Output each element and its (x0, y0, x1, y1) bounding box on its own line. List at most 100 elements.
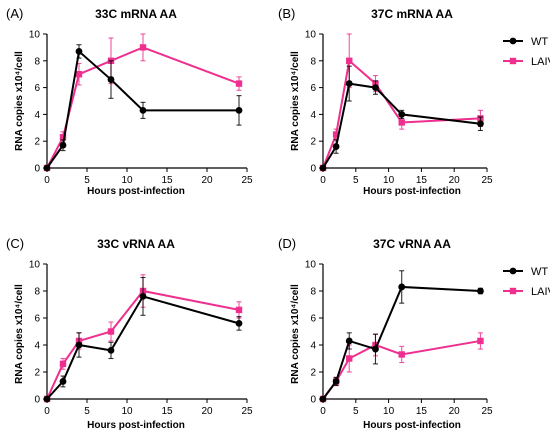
y-tick-label: 8 (310, 287, 316, 298)
y-axis-label: RNA copies x10⁴/cell (14, 284, 25, 384)
y-tick-label: 10 (305, 30, 317, 41)
data-point-wt (477, 120, 484, 128)
series-wt (43, 44, 243, 172)
legend: WT LAIV (503, 36, 550, 68)
chart-panel-c: (C) 33C vRNA AA Hours post-infection RNA… (6, 236, 253, 431)
legend-marker (509, 57, 517, 65)
chart-panel-b: (B) 37C mRNA AA Hours post-infection RNA… (278, 6, 550, 197)
x-tick-label: 0 (320, 175, 326, 186)
data-point-wt (43, 395, 51, 403)
series-wt (319, 65, 484, 172)
data-point-wt (107, 347, 115, 354)
x-tick-label: 15 (416, 406, 428, 417)
data-point-wt (372, 345, 379, 353)
x-tick-label: 20 (201, 175, 213, 186)
data-point-laiv (235, 306, 243, 314)
data-point-wt (345, 80, 353, 87)
legend-label: WT (531, 266, 548, 278)
data-point-wt (59, 378, 67, 385)
y-tick-label: 2 (34, 368, 40, 379)
y-tick-label: 4 (34, 341, 40, 352)
data-point-wt (372, 84, 379, 91)
x-axis-label: Hours post-infection (87, 186, 185, 197)
x-tick-label: 0 (44, 175, 50, 186)
data-point-wt (398, 111, 406, 118)
chart-panel-a: (A) 33C mRNA AA Hours post-infection RNA… (6, 6, 253, 197)
data-point-wt (235, 106, 243, 114)
data-point-wt (477, 287, 484, 295)
chart-panel-d: (D) 37C vRNA AA Hours post-infection RNA… (278, 236, 550, 431)
x-tick-label: 10 (383, 406, 395, 417)
y-tick-label: 4 (310, 341, 316, 352)
x-axis-label: Hours post-infection (87, 420, 185, 431)
data-point-laiv (59, 133, 67, 141)
x-tick-label: 15 (161, 175, 173, 186)
series-line-wt (322, 82, 481, 169)
x-tick-label: 20 (201, 406, 213, 417)
y-tick-label: 2 (310, 368, 316, 379)
x-axis-label: Hours post-infection (363, 420, 461, 431)
chart-title: 33C vRNA AA (97, 237, 175, 251)
y-axis-label: RNA copies x10⁴/cell (290, 51, 301, 151)
data-point-laiv (398, 351, 405, 358)
x-tick-label: 5 (84, 406, 90, 417)
data-point-laiv (332, 131, 340, 138)
data-point-wt (332, 143, 340, 150)
x-tick-label: 5 (353, 175, 359, 186)
x-tick-label: 25 (241, 406, 253, 417)
panel-label: (C) (6, 236, 24, 251)
y-tick-label: 0 (34, 395, 40, 406)
series-line-laiv (46, 46, 240, 169)
panel-label: (B) (278, 6, 295, 21)
series-laiv (319, 332, 484, 403)
data-point-wt (139, 106, 147, 114)
y-tick-label: 6 (34, 314, 40, 325)
data-point-wt (75, 48, 83, 55)
data-point-wt (75, 341, 83, 349)
data-point-wt (398, 283, 406, 291)
data-point-laiv (139, 44, 147, 51)
x-tick-label: 25 (241, 175, 253, 186)
data-point-laiv (59, 360, 67, 368)
legend-label: LAIV (531, 286, 550, 298)
y-tick-label: 0 (34, 164, 40, 175)
x-tick-label: 5 (84, 175, 90, 186)
x-tick-label: 20 (449, 175, 461, 186)
data-point-wt (345, 337, 353, 345)
series-line-wt (46, 295, 240, 400)
x-tick-label: 10 (383, 175, 395, 186)
y-tick-label: 10 (29, 260, 41, 271)
data-point-laiv (398, 119, 405, 126)
y-tick-label: 6 (310, 83, 316, 94)
data-point-laiv (75, 71, 83, 78)
y-tick-label: 6 (310, 314, 316, 325)
chart-title: 33C mRNA AA (95, 7, 177, 21)
y-tick-label: 4 (310, 110, 316, 121)
data-point-laiv (346, 355, 353, 362)
y-tick-label: 2 (310, 137, 316, 148)
x-tick-label: 25 (481, 406, 493, 417)
legend-label: WT (531, 36, 548, 48)
y-tick-label: 0 (310, 395, 316, 406)
x-tick-label: 10 (121, 175, 133, 186)
series-line-wt (322, 285, 481, 400)
y-tick-label: 0 (310, 164, 316, 175)
y-tick-label: 8 (34, 287, 40, 298)
legend: WT LAIV (503, 266, 550, 298)
data-point-wt (139, 293, 147, 300)
series-wt (43, 276, 243, 403)
series-line-wt (46, 49, 239, 169)
y-tick-label: 8 (310, 56, 316, 67)
y-axis-label: RNA copies x10⁴/cell (290, 284, 301, 384)
y-tick-label: 2 (34, 137, 40, 148)
x-tick-label: 20 (449, 406, 461, 417)
data-point-laiv (346, 57, 353, 64)
legend-marker (509, 287, 517, 295)
x-tick-label: 25 (481, 175, 493, 186)
panel-label: (D) (278, 236, 296, 251)
legend-label: LAIV (531, 56, 550, 68)
chart-title: 37C vRNA AA (373, 237, 451, 251)
x-tick-label: 15 (416, 175, 428, 186)
data-point-laiv (477, 337, 484, 345)
